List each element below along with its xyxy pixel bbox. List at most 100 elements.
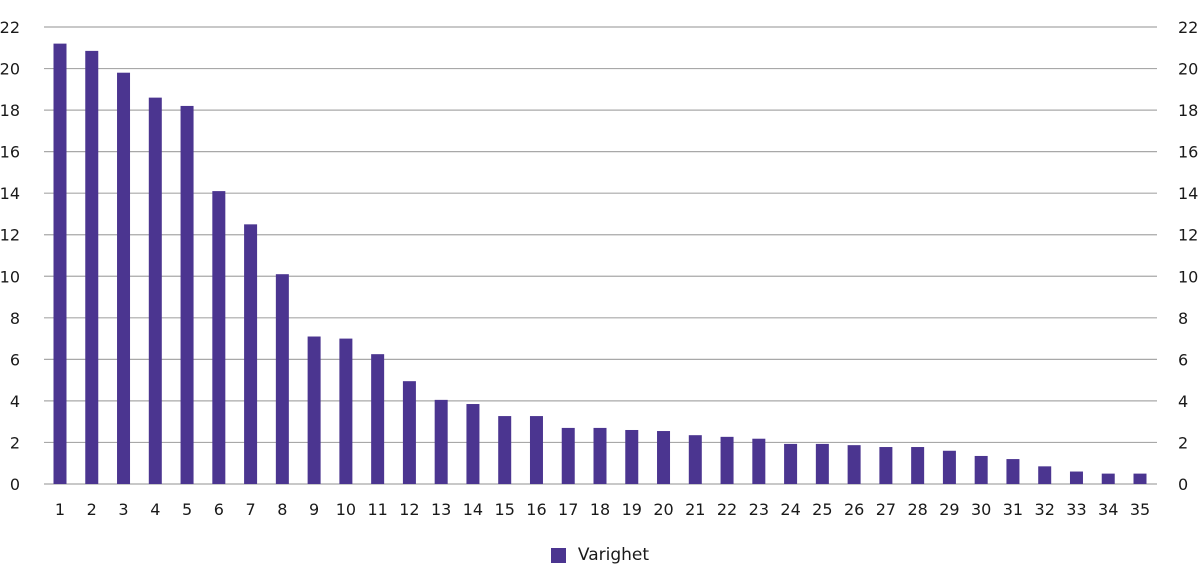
- bar: [974, 455, 988, 484]
- x-tick-label: 20: [653, 500, 673, 519]
- y-tick-label: 16: [1178, 143, 1198, 162]
- y-tick-label: 8: [1178, 309, 1188, 328]
- gridlines: [44, 26, 1157, 485]
- x-tick-label: 14: [463, 500, 483, 519]
- bar: [942, 450, 956, 484]
- y-axis-right: 0 2 4 6 8 10 12 14 16 18 20 22: [1178, 18, 1198, 494]
- bar: [498, 416, 512, 484]
- x-tick-label: 6: [214, 500, 224, 519]
- x-tick-label: 13: [431, 500, 451, 519]
- bar: [212, 191, 226, 484]
- bar: [85, 50, 99, 484]
- y-tick-label: 10: [1178, 267, 1198, 286]
- y-tick-label: 2: [1178, 433, 1188, 452]
- x-tick-label: 15: [495, 500, 515, 519]
- bar-series-varighet: [53, 43, 1147, 485]
- y-tick-label: 22: [0, 18, 20, 37]
- y-tick-label: 0: [1178, 475, 1188, 494]
- y-tick-label: 12: [0, 226, 20, 245]
- y-tick-label: 12: [1178, 226, 1198, 245]
- x-tick-label: 17: [558, 500, 578, 519]
- x-tick-label: 12: [399, 500, 419, 519]
- x-tick-label: 21: [685, 500, 705, 519]
- legend-swatch-varighet: [550, 547, 566, 563]
- x-tick-label: 11: [367, 500, 387, 519]
- x-tick-label: 1: [55, 500, 65, 519]
- x-tick-label: 10: [336, 500, 356, 519]
- x-tick-label: 16: [526, 500, 546, 519]
- x-tick-label: 19: [622, 500, 642, 519]
- y-tick-label: 22: [1178, 18, 1198, 37]
- bar: [815, 443, 829, 484]
- x-tick-label: 30: [971, 500, 991, 519]
- x-tick-label: 27: [876, 500, 896, 519]
- y-axis-left: 0 2 4 6 8 10 12 14 16 18 20 22: [0, 18, 20, 494]
- x-tick-label: 3: [118, 500, 128, 519]
- bar: [307, 336, 321, 484]
- x-tick-label: 23: [749, 500, 769, 519]
- bar: [53, 43, 67, 484]
- x-tick-label: 2: [87, 500, 97, 519]
- bar: [529, 416, 543, 484]
- x-tick-label: 18: [590, 500, 610, 519]
- y-tick-label: 0: [10, 475, 20, 494]
- x-tick-label: 25: [812, 500, 832, 519]
- bar: [1038, 466, 1052, 484]
- x-tick-label: 35: [1130, 500, 1150, 519]
- bar: [752, 438, 766, 484]
- bar: [561, 427, 575, 484]
- bar: [688, 435, 702, 484]
- bar: [784, 443, 798, 484]
- y-tick-label: 4: [1178, 392, 1188, 411]
- x-tick-label: 32: [1035, 500, 1055, 519]
- y-tick-label: 16: [0, 143, 20, 162]
- bar: [339, 338, 353, 484]
- y-tick-label: 10: [0, 267, 20, 286]
- bar: [466, 404, 480, 484]
- y-tick-label: 2: [10, 433, 20, 452]
- x-tick-label: 33: [1066, 500, 1086, 519]
- bar: [720, 436, 734, 484]
- y-tick-label: 18: [1178, 101, 1198, 120]
- bar: [1133, 473, 1147, 484]
- x-tick-label: 34: [1098, 500, 1118, 519]
- legend: Varighet: [0, 545, 1200, 565]
- bar: [275, 274, 289, 484]
- bar: [1006, 459, 1020, 484]
- bar: [1101, 473, 1115, 484]
- bar: [879, 447, 893, 484]
- y-tick-label: 20: [1178, 60, 1198, 79]
- bar: [434, 399, 448, 484]
- x-tick-label: 8: [277, 500, 287, 519]
- y-tick-label: 14: [1178, 184, 1198, 203]
- x-tick-label: 29: [939, 500, 959, 519]
- legend-label-varighet: Varighet: [577, 545, 650, 565]
- x-tick-label: 26: [844, 500, 864, 519]
- y-tick-label: 18: [0, 101, 20, 120]
- x-tick-label: 24: [780, 500, 800, 519]
- bar: [625, 429, 639, 484]
- bar: [148, 97, 162, 485]
- x-tick-label: 22: [717, 500, 737, 519]
- x-tick-label: 7: [245, 500, 255, 519]
- x-tick-label: 5: [182, 500, 192, 519]
- x-tick-label: 9: [309, 500, 319, 519]
- bar: [911, 447, 925, 484]
- x-axis: 1 2 3 4 5 6 7 8 9 10 11 12 13 14 15 16 17 18 19 20 21 22 23 24 2…: [55, 500, 1150, 519]
- y-tick-label: 8: [10, 309, 20, 328]
- bar: [117, 72, 131, 484]
- bar: [244, 224, 258, 484]
- bar: [371, 354, 385, 484]
- bar: [402, 381, 416, 484]
- bar: [180, 105, 194, 484]
- y-tick-label: 14: [0, 184, 20, 203]
- y-tick-label: 6: [10, 350, 20, 369]
- bar: [847, 445, 861, 484]
- x-tick-label: 31: [1003, 500, 1023, 519]
- y-tick-label: 6: [1178, 350, 1188, 369]
- bar: [1069, 471, 1083, 484]
- x-tick-label: 28: [907, 500, 927, 519]
- y-tick-label: 4: [10, 392, 20, 411]
- bar: [657, 431, 671, 484]
